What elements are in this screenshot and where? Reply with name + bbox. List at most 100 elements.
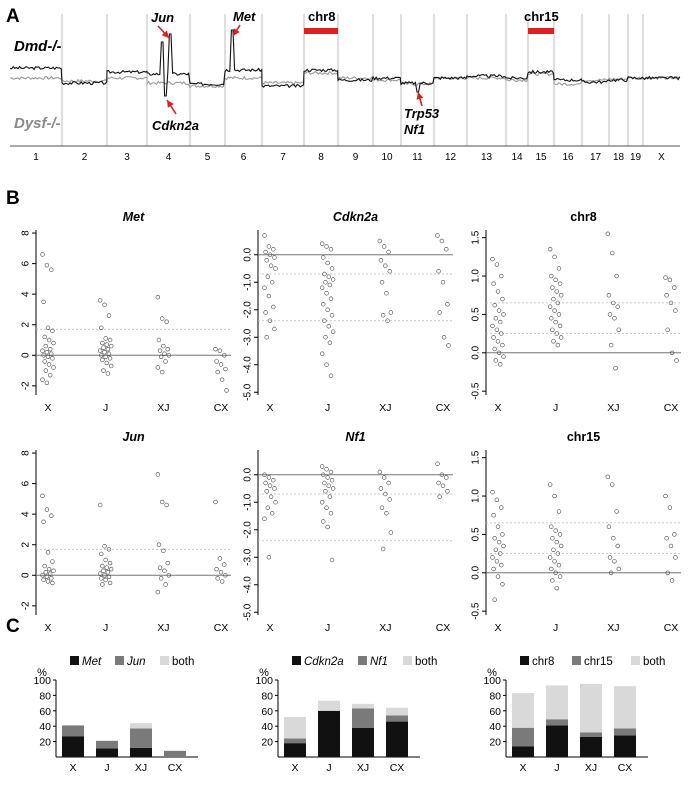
scatter-point [379,280,385,285]
bar-segment [318,710,340,757]
scatter-point [263,249,268,255]
scatter-point [673,308,678,313]
scatter-point [223,573,228,578]
bar-segment [614,728,636,736]
scatter-point [668,543,674,549]
scatter-point [382,244,387,249]
scatter-point [669,350,675,355]
scatter-point [444,247,449,252]
scatter-point [97,502,103,508]
scatter-point [494,262,500,267]
scatter-point [104,342,109,347]
chr8-highlight-label: chr8 [308,9,335,24]
scatter-point [270,511,275,516]
scatter-point [50,559,55,564]
scatter-title: chr8 [570,210,596,224]
y-tick-label: 1.0 [471,489,482,503]
scatter-point [616,327,622,332]
scatter-point [329,313,335,318]
scatter-point [553,570,558,575]
dmd-row-label: Dmd-/- [14,38,62,55]
chromosome-label: 15 [535,152,547,163]
x-category-label: J [326,762,331,774]
scatter-point [547,555,553,560]
y-tick-label: 0.0 [471,345,482,359]
scatter-point [99,576,104,581]
bar-segment [352,727,374,757]
scatter-point [325,524,330,530]
scatter-point [614,273,619,279]
scatter-point [669,578,675,583]
legend-swatch [115,656,124,665]
scatter-point [262,285,267,290]
scatter-point [158,576,164,581]
legend-label: Nf1 [370,656,388,668]
scatter-point [547,246,553,252]
scatter-point [272,486,277,491]
scatter-point [107,560,113,566]
scatter-point [162,351,167,356]
panel-label-a: A [6,6,20,27]
scatter-point [222,353,227,358]
scatter-point [325,475,330,480]
scatter-point [664,536,669,541]
y-tick-label: -2 [21,601,32,610]
bar-segment [580,683,602,733]
scatter-point [157,565,163,570]
scatter-point [492,346,497,352]
bar-segment [62,736,84,757]
legend-swatch [520,656,529,665]
scatter-point [108,343,114,349]
y-tick-label: 1.5 [471,230,482,244]
scatter-point [40,377,45,382]
chromosome-label: 19 [630,152,642,163]
scatter-point [42,334,47,340]
legend-label: Met [82,656,102,668]
scatter-point [323,280,328,285]
scatter-point [162,568,167,573]
bar-segment [386,715,408,722]
scatter-point [663,275,668,280]
scatter-point [222,562,227,567]
chr8-highlight-bar [304,28,338,34]
y-tick-label: 4 [21,511,32,517]
y-tick-label: 100 [483,675,501,687]
scatter-point [324,244,329,249]
y-tick-label: 1.0 [471,269,482,283]
bar-segment [352,708,374,728]
scatter-point [608,570,614,575]
x-category-label: CX [664,402,679,414]
scatter-point [388,530,394,535]
scatter-point [47,372,53,378]
chromosome-label: 17 [590,152,602,163]
scatter-point [163,582,168,587]
chromosome-label: 11 [412,152,423,163]
y-axis-label: % [487,667,497,679]
legend-label: both [172,656,194,668]
scatter-point [262,233,267,238]
scatter-point [273,500,278,505]
scatter-point [556,312,562,317]
scatter-point [271,304,276,310]
scatter-point [100,357,105,363]
scatter-point [672,532,677,537]
scatter-point [439,238,445,244]
panel-label-b: B [6,188,20,209]
scatter-point [328,296,334,301]
scatter-point [155,589,161,595]
scatter-point [493,316,498,321]
scatter-point [499,273,504,279]
scatter-point [553,528,558,533]
chromosome-label: 18 [613,152,625,163]
scatter-point [102,573,107,578]
scatter-point [97,571,103,576]
scatter-point [558,293,564,298]
legend-swatch [631,656,640,665]
bar-segment [130,747,152,757]
scatter-point [500,296,505,302]
bar-segment [386,721,408,757]
scatter-point [491,335,496,340]
